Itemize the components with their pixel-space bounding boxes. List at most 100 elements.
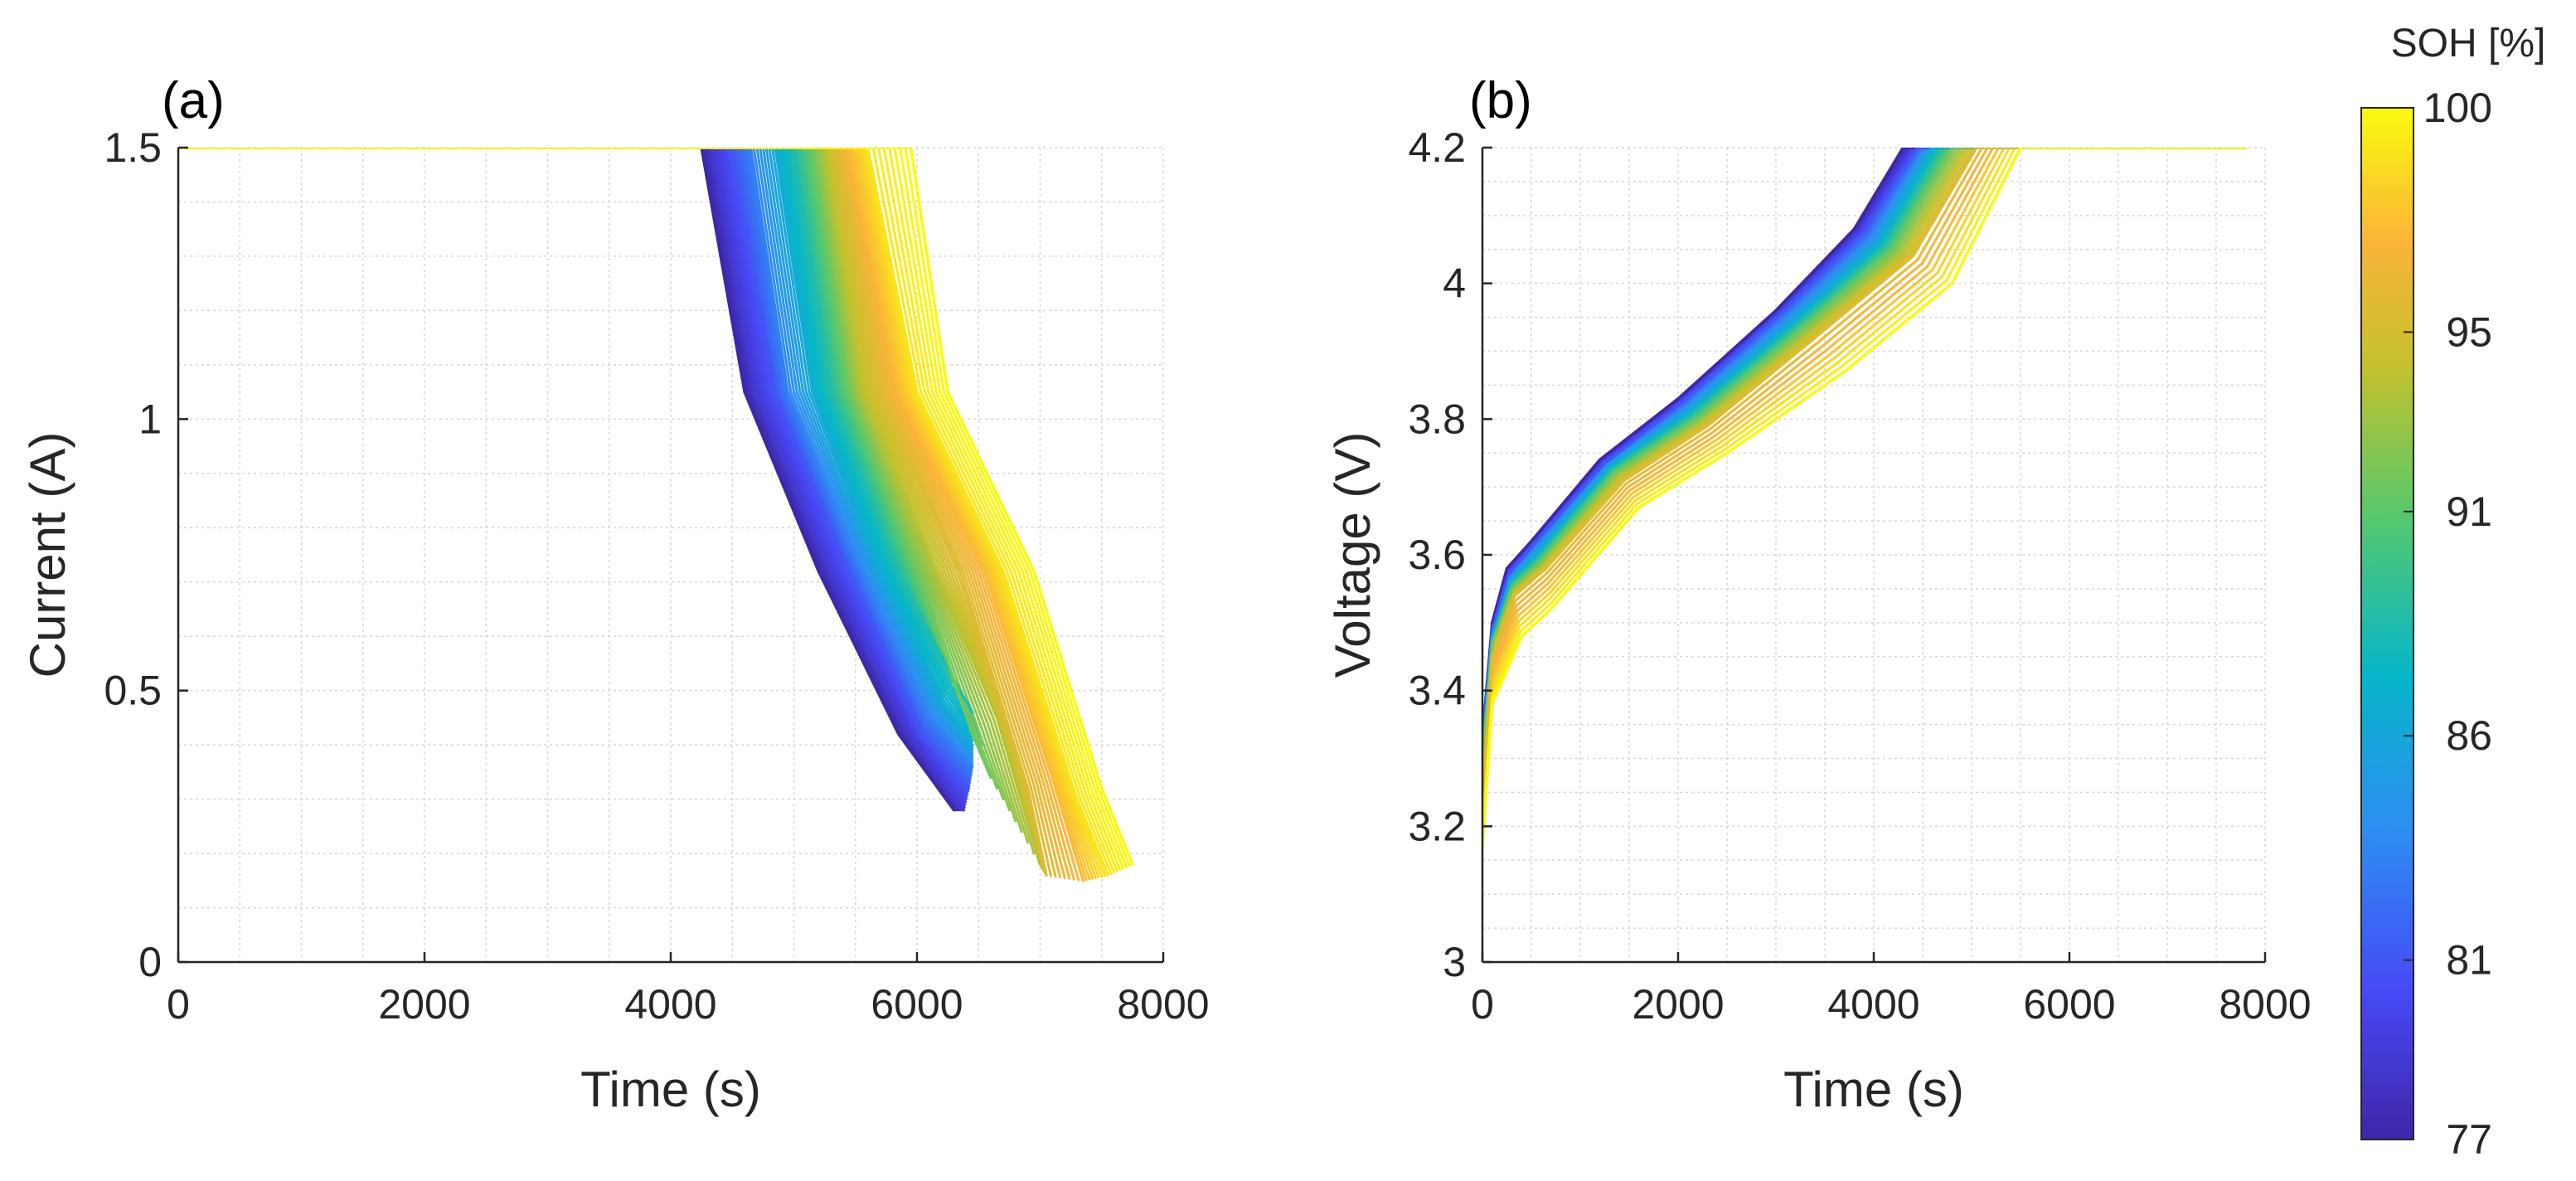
series-line-fill [178,148,1091,881]
series-line-fill [178,148,1023,834]
series-line-soh-77 [178,148,956,812]
series-line-fill [178,148,1122,872]
series-line-fill [1482,148,2247,842]
series-line-fill [178,148,974,765]
series-line-fill [178,148,974,722]
series-line-fill [178,148,973,776]
series-line-soh-97 [178,148,1085,882]
series-line-fill [178,148,971,787]
series-line-soh-95 [1482,148,2248,795]
series-line-fill [178,148,1100,879]
series-line-fill [178,148,1075,881]
series-line-fill [1482,148,2247,828]
colorbar-tick-label: 77 [2446,1116,2492,1163]
series-line-soh-81 [1482,148,2248,746]
series-line-fill [178,148,1113,876]
x-tick-label: 8000 [2219,981,2311,1028]
series-line-fill [1482,148,2247,834]
series-line-fill [178,148,973,779]
series-line-fill [178,148,1044,870]
y-tick-label: 3.8 [1408,396,1466,442]
panel-b-y-axis-label: Voltage (V) [1325,432,1380,678]
series-line-soh-83 [178,148,974,769]
series-line-soh-86 [178,148,974,746]
series-line-fill [178,148,974,763]
x-tick-label: 8000 [1117,981,1209,1028]
series-line-fill [178,148,972,782]
series-line-fill [178,148,998,790]
series-line-fill [178,148,974,727]
series-line-fill [178,148,1097,879]
y-tick-label: 3 [1443,939,1466,985]
series-line-fill [178,148,1106,877]
series-line-fill [178,148,973,774]
ticks-b: 0 2000 4000 6000 8000 3 3.2 3.4 3.6 3.8 4 4.2 [1408,124,2311,1028]
panel-a-label: (a) [162,72,225,129]
panel-b-x-axis-label: Time (s) [1783,1062,1964,1117]
series-line-fill [178,148,1017,823]
series-line-soh-81 [178,148,971,790]
series-line-fill [178,148,1046,874]
panel-b-label: (b) [1469,72,1532,129]
series-line-soh-79 [178,148,966,812]
grid-a [177,147,1164,963]
series-line-fill [178,148,1080,882]
colorbar-gradient [2360,107,2414,1140]
x-tick-label: 4000 [624,981,716,1028]
colorbar-tick-label: 86 [2446,712,2492,759]
panel-a: 0 2000 4000 6000 8000 0 0.5 1 1.5 (a) Time (s) C… [20,72,1210,1117]
series-line-fill [178,148,1128,868]
series-b [1482,148,2248,848]
series-line-fill [178,148,1116,874]
series-line-fill [178,148,1062,879]
series-line-fill [178,148,1125,870]
panel-a-x-axis-label: Time (s) [580,1062,761,1117]
y-tick-label: 0 [138,939,162,985]
series-line-fill [178,148,1066,879]
colorbar-tick-label: 100 [2423,85,2492,131]
y-tick-label: 3.4 [1408,668,1466,714]
panel-a-y-axis-label: Current (A) [20,432,75,678]
series-line-fill [1482,148,2247,814]
series-line-fill [178,148,968,804]
x-tick-label: 2000 [1632,981,1724,1028]
series-line-fill [178,148,969,795]
series-line-fill [178,148,973,771]
series-line-fill [178,148,1036,855]
series-line-soh-77 [1482,148,2248,740]
series-line-soh-91 [1482,148,2248,767]
series-line-fill [178,148,1045,872]
series-line-fill [178,148,1047,876]
series-a [178,148,1134,882]
series-line-fill [1482,148,2247,821]
series-line-fill [1482,148,2247,801]
series-line-fill [178,148,974,757]
colorbar: SOH [%] 77 81 86 91 95 100 [2360,22,2545,1163]
series-line-soh-100 [1482,148,2248,848]
series-line-fill [178,148,1045,872]
panel-b: 0 2000 4000 6000 8000 3 3.2 3.4 3.6 3.8 4 4.2 (b) T… [1325,72,2312,1117]
series-line-fill [178,148,968,801]
series-line-fill [178,148,1030,844]
series-line-fill [178,148,968,798]
series-line-fill [178,148,974,755]
series-line-fill [178,148,1131,868]
x-tick-label: 0 [167,981,190,1028]
series-line-fill [178,148,1088,882]
colorbar-tick-label: 95 [2446,309,2492,355]
series-line-fill [178,148,967,806]
colorbar-tick-label: 81 [2446,937,2492,984]
y-tick-label: 3.6 [1408,532,1466,578]
series-line-fill [178,148,971,785]
colorbar-ticks: 77 81 86 91 95 100 [2404,85,2492,1163]
y-tick-label: 3.2 [1408,803,1466,849]
series-line-fill [178,148,974,742]
series-line-fill [178,148,974,760]
series-line-soh-86 [1482,148,2248,754]
y-tick-label: 1 [138,396,162,442]
series-line-soh-93 [178,148,1042,866]
series-line-fill [178,148,1052,877]
x-tick-label: 6000 [871,981,963,1028]
series-line-fill [178,148,974,749]
